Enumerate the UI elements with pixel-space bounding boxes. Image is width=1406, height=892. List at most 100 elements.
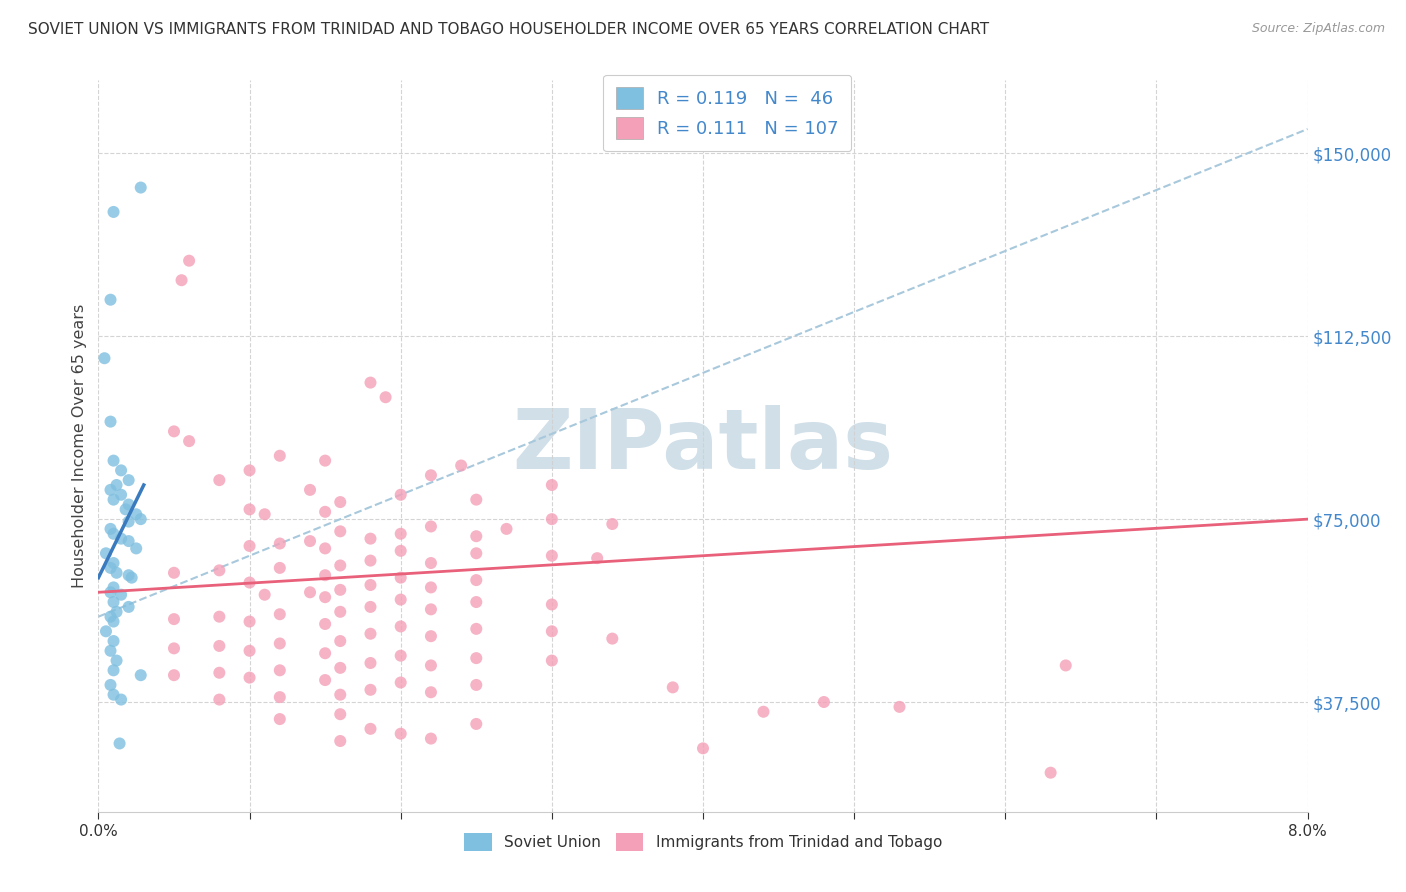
Point (118, 568, 141, 582)
Point (125, 541, 148, 556)
Point (420, 629, 443, 643)
Point (465, 678, 488, 692)
Point (105, 605, 128, 619)
Point (103, 453, 125, 467)
Point (100, 609, 122, 624)
Point (208, 473, 231, 487)
Point (360, 722, 382, 736)
Point (360, 376, 382, 390)
Point (1039, 765, 1062, 780)
Point (163, 566, 186, 580)
Point (420, 468, 443, 483)
Point (314, 617, 336, 632)
Point (495, 522, 517, 536)
Point (100, 561, 122, 575)
Point (465, 573, 488, 587)
Point (103, 634, 125, 648)
Point (125, 508, 148, 522)
Point (360, 553, 382, 567)
Point (93, 351, 115, 366)
Text: SOVIET UNION VS IMMIGRANTS FROM TRINIDAD AND TOBAGO HOUSEHOLDER INCOME OVER 65 Y: SOVIET UNION VS IMMIGRANTS FROM TRINIDAD… (28, 22, 990, 37)
Point (540, 598, 562, 612)
Point (329, 707, 352, 722)
Point (118, 599, 141, 614)
Point (602, 632, 624, 646)
Point (314, 541, 336, 556)
Point (420, 602, 443, 616)
Point (208, 639, 231, 653)
Point (314, 646, 336, 660)
Point (465, 546, 488, 560)
Point (540, 654, 562, 668)
Point (163, 612, 186, 626)
Point (118, 534, 141, 549)
Point (329, 558, 352, 573)
Point (540, 549, 562, 563)
Point (314, 673, 336, 687)
Point (299, 534, 322, 549)
Point (329, 688, 352, 702)
Point (420, 581, 443, 595)
Point (103, 615, 125, 629)
Point (129, 512, 152, 526)
Point (239, 539, 262, 553)
Point (329, 582, 352, 597)
Point (329, 661, 352, 675)
Point (103, 205, 125, 219)
Point (420, 658, 443, 673)
Point (813, 695, 835, 709)
Point (269, 561, 291, 575)
Point (420, 556, 443, 570)
Point (329, 524, 352, 539)
Point (208, 692, 231, 706)
Point (94, 624, 117, 639)
Point (329, 495, 352, 509)
Point (329, 605, 352, 619)
Point (692, 741, 714, 756)
Text: Source: ZipAtlas.com: Source: ZipAtlas.com (1251, 22, 1385, 36)
Point (118, 515, 141, 529)
Point (103, 526, 125, 541)
Point (269, 607, 291, 622)
Point (329, 634, 352, 648)
Point (889, 699, 911, 714)
Point (100, 585, 122, 599)
Point (239, 575, 262, 590)
Point (420, 731, 443, 746)
Point (389, 727, 412, 741)
Point (253, 508, 276, 522)
Point (752, 705, 775, 719)
Point (420, 685, 443, 699)
Point (110, 532, 132, 546)
Point (602, 516, 624, 531)
Point (389, 488, 412, 502)
Point (299, 585, 322, 599)
Point (121, 571, 143, 585)
Point (465, 595, 488, 609)
Point (269, 449, 291, 463)
Point (661, 681, 683, 695)
Point (465, 651, 488, 665)
Point (129, 180, 152, 194)
Point (269, 690, 291, 705)
Point (103, 556, 125, 570)
Point (389, 619, 412, 633)
Y-axis label: Householder Income Over 65 years: Householder Income Over 65 years (72, 304, 87, 588)
Point (389, 571, 412, 585)
Point (540, 512, 562, 526)
Point (269, 536, 291, 550)
Point (179, 434, 201, 449)
Point (586, 551, 609, 566)
Point (105, 654, 128, 668)
Point (314, 568, 336, 582)
Point (208, 609, 231, 624)
Point (103, 663, 125, 677)
Point (239, 644, 262, 658)
Point (360, 656, 382, 670)
Point (100, 522, 122, 536)
Point (129, 668, 152, 682)
Point (170, 273, 193, 287)
Point (100, 644, 122, 658)
Point (239, 671, 262, 685)
Point (163, 425, 186, 439)
